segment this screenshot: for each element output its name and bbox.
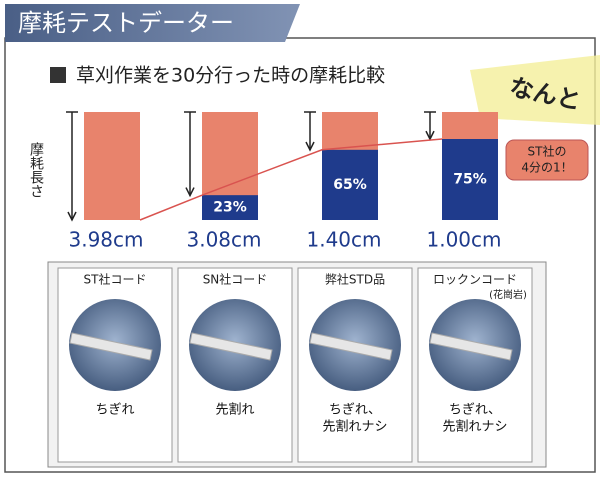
y-axis-label: 摩耗長さ [28, 141, 44, 198]
arrow-head [67, 211, 77, 222]
burst [470, 55, 600, 125]
arrow-head [425, 130, 435, 141]
bar-chart: 3.98cm 23% 3.08cm 65% 1.40cm 75% 1.00cm [66, 111, 502, 252]
bar [322, 149, 378, 220]
sample-result: 先割れ [215, 402, 254, 418]
callout-line: ST社の [528, 144, 567, 159]
bar-label: 65% [333, 177, 367, 193]
value-label: 1.40cm [306, 228, 381, 252]
bullet [50, 67, 66, 83]
sample-result: ちぎれ [95, 403, 134, 418]
sample-note: (花崗岩) [489, 288, 527, 301]
cord [429, 332, 513, 361]
arrow-head [185, 187, 195, 198]
value-label: 3.98cm [68, 228, 143, 252]
bar-label: 75% [453, 172, 487, 188]
arrow-head [305, 141, 315, 152]
cord [309, 332, 393, 361]
cord [189, 332, 273, 361]
value-label: 1.00cm [426, 228, 501, 252]
sample-result: 先割れナシ [322, 419, 387, 435]
sample-result: 先割れナシ [442, 419, 507, 435]
bar-background [84, 112, 140, 220]
chart-title: 草刈作業を30分行った時の摩耗比較 [76, 65, 385, 87]
trend-connector [139, 194, 203, 221]
sample-label: ST社コード [84, 272, 147, 287]
sample-result: ちぎれ、 [329, 403, 381, 418]
sample-result: ちぎれ、 [449, 403, 501, 418]
bar-label: 23% [213, 200, 247, 216]
callout-line: 4分の1！ [521, 161, 572, 175]
bar [442, 139, 498, 220]
cord [69, 332, 153, 361]
sample-cards: ST社コードちぎれSN社コード先割れ弊社STD品ちぎれ、先割れナシロックンコード… [57, 267, 533, 463]
trend-line [201, 138, 443, 196]
header-band [5, 4, 300, 42]
bar [202, 195, 258, 220]
sample-label: SN社コード [203, 272, 268, 287]
callout-box [505, 139, 589, 181]
header-title: 摩耗テストデーター [18, 9, 234, 37]
sample-label: 弊社STD品 [325, 272, 385, 287]
value-label: 3.08cm [186, 228, 261, 252]
sample-label: ロックンコード [433, 273, 517, 287]
